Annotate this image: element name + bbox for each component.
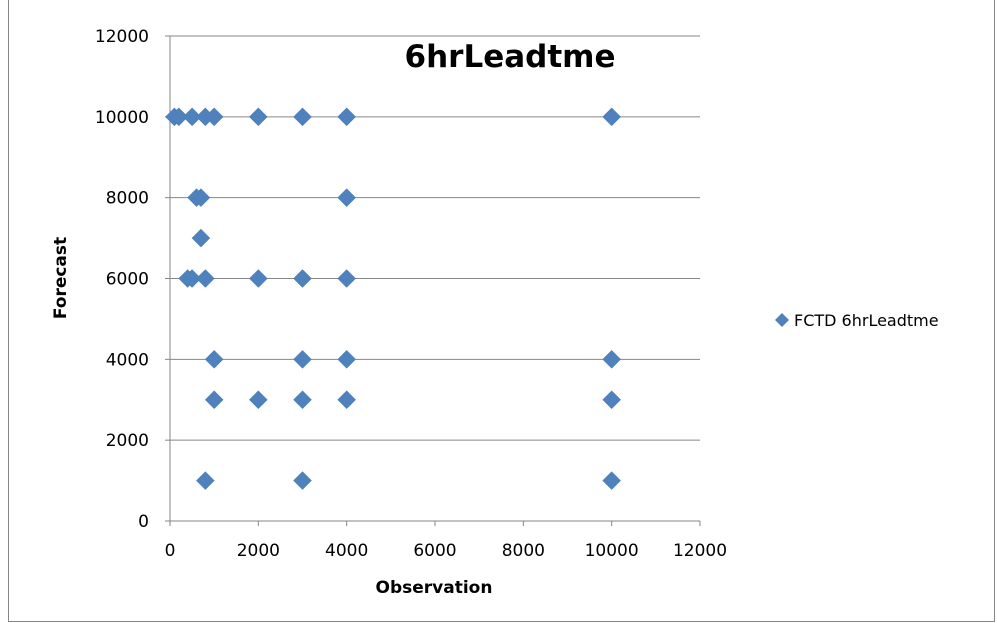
data-point: [602, 349, 622, 369]
data-point: [195, 269, 215, 288]
chart-frame: [8, 0, 995, 622]
x-tick-label-12000: 12000: [673, 541, 727, 561]
y-tick-label-2000: 2000: [106, 431, 149, 451]
y-tick-label-6000: 6000: [106, 270, 149, 290]
chart-title: 6hrLeadtme: [405, 39, 616, 75]
data-point: [602, 107, 622, 127]
data-point: [293, 107, 312, 127]
y-tick-label-4000: 4000: [106, 350, 149, 370]
y-axis-title: Forecast: [51, 237, 71, 319]
x-tick-label-6000: 6000: [413, 541, 456, 561]
data-point: [248, 390, 268, 410]
data-point: [293, 349, 312, 369]
gridlines: [170, 35, 700, 441]
data-point: [293, 390, 312, 410]
data-point: [191, 188, 211, 208]
legend-marker-diamond: [775, 313, 789, 327]
data-point: [337, 269, 357, 288]
legend: FCTD 6hrLeadtme: [775, 311, 939, 330]
data-point: [169, 107, 189, 127]
data-point: [182, 107, 202, 127]
data-point: [204, 107, 224, 127]
x-axis-title: Observation: [376, 578, 493, 598]
data-point: [204, 390, 224, 410]
data-point: [337, 188, 357, 208]
data-point: [337, 390, 357, 410]
y-tick-labels: 0 2000 4000 6000 8000 10000 12000: [95, 27, 149, 532]
data-point: [182, 269, 202, 288]
data-point: [337, 349, 357, 369]
x-tick-label-0: 0: [165, 541, 176, 561]
data-point: [293, 269, 312, 288]
data-point: [293, 471, 312, 490]
data-point: [248, 269, 268, 288]
x-tick-label-4000: 4000: [325, 541, 368, 561]
axes: [165, 35, 701, 526]
data-point: [248, 107, 268, 127]
x-tick-labels: 0 2000 4000 6000 8000 10000 12000: [165, 541, 727, 561]
data-point: [602, 390, 622, 410]
y-tick-label-0: 0: [138, 512, 149, 532]
x-tick-label-2000: 2000: [237, 541, 280, 561]
y-tick-label-8000: 8000: [106, 189, 149, 209]
data-point: [204, 349, 224, 369]
data-point: [195, 471, 215, 490]
y-tick-label-10000: 10000: [95, 108, 149, 128]
x-tick-label-10000: 10000: [585, 541, 639, 561]
legend-label: FCTD 6hrLeadtme: [794, 311, 939, 330]
data-point: [602, 471, 622, 490]
x-tick-label-8000: 8000: [502, 541, 545, 561]
data-points: [165, 107, 622, 490]
data-point: [337, 107, 357, 127]
data-point: [191, 228, 211, 248]
y-tick-label-12000: 12000: [95, 27, 149, 47]
